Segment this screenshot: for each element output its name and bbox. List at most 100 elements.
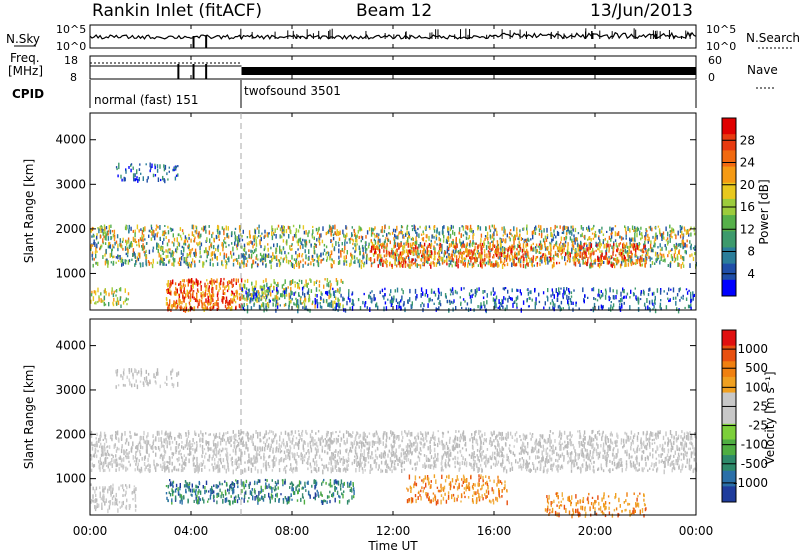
scatter-point <box>458 255 461 259</box>
scatter-point <box>327 251 330 257</box>
scatter-point <box>680 226 683 231</box>
scatter-point <box>258 224 260 229</box>
scatter-point <box>381 288 384 293</box>
scatter-point <box>473 248 475 252</box>
scatter-point <box>352 299 354 305</box>
scatter-point <box>487 260 489 265</box>
scatter-point <box>440 244 442 248</box>
scatter-point <box>350 252 352 257</box>
scatter-point <box>99 234 102 239</box>
scatter-point <box>256 290 258 294</box>
scatter-point <box>621 304 623 309</box>
scatter-point <box>447 447 450 450</box>
scatter-point <box>496 260 498 264</box>
scatter-point <box>211 251 213 256</box>
scatter-point <box>652 302 654 306</box>
scatter-point <box>623 254 625 260</box>
scatter-point <box>393 242 396 247</box>
scatter-point <box>171 254 174 257</box>
scatter-point <box>92 296 95 302</box>
scatter-point <box>154 233 156 237</box>
scatter-point <box>476 439 478 444</box>
scatter-point <box>446 248 449 254</box>
scatter-point <box>232 246 234 252</box>
scatter-point <box>307 290 309 295</box>
scatter-point <box>519 233 521 237</box>
scatter-point <box>335 241 337 246</box>
scatter-point <box>496 248 498 252</box>
colorbar-swatch <box>722 215 736 232</box>
scatter-point <box>316 279 318 282</box>
scatter-point <box>491 240 493 243</box>
scatter-point <box>665 305 668 310</box>
scatter-point <box>176 288 178 294</box>
scatter-point <box>322 439 324 443</box>
scatter-point <box>581 448 583 452</box>
scatter-point <box>501 252 503 257</box>
scatter-point <box>418 255 420 259</box>
scatter-point <box>688 458 691 463</box>
scatter-point <box>135 463 137 466</box>
scatter-point <box>187 295 190 299</box>
scatter-point <box>393 239 396 243</box>
scatter-point <box>543 306 545 310</box>
scatter-point <box>357 298 360 302</box>
scatter-point <box>197 290 200 293</box>
scatter-point <box>183 287 185 292</box>
scatter-point <box>497 262 499 265</box>
scatter-point <box>304 307 306 311</box>
scatter-point <box>404 261 407 267</box>
scatter-point <box>200 255 202 259</box>
scatter-point <box>469 228 471 233</box>
scatter-point <box>594 261 596 265</box>
scatter-point <box>398 301 401 306</box>
scatter-point <box>576 257 578 262</box>
scatter-point <box>307 257 310 261</box>
scatter-point <box>584 253 586 258</box>
scatter-point <box>680 263 682 269</box>
scatter-point <box>559 247 561 253</box>
scatter-point <box>204 292 206 297</box>
scatter-point <box>441 256 443 262</box>
scatter-point <box>546 455 548 461</box>
scatter-point <box>518 250 520 255</box>
scatter-point <box>677 308 680 314</box>
scatter-point <box>373 254 375 257</box>
scatter-point <box>620 260 623 266</box>
scatter-point <box>183 466 186 470</box>
scatter-point <box>266 254 269 258</box>
scatter-point <box>97 287 99 293</box>
scatter-point <box>115 459 117 464</box>
scatter-point <box>166 289 168 294</box>
scatter-point <box>380 468 382 474</box>
scatter-point <box>619 235 621 239</box>
scatter-point <box>516 231 518 234</box>
scatter-point <box>486 448 489 451</box>
scatter-point <box>255 247 257 252</box>
scatter-point <box>619 242 622 245</box>
scatter-point <box>279 262 282 266</box>
scatter-point <box>386 243 388 248</box>
scatter-point <box>645 256 648 261</box>
scatter-point <box>605 254 607 260</box>
scatter-point <box>290 290 292 296</box>
scatter-point <box>134 229 136 234</box>
scatter-point <box>343 233 345 237</box>
scatter-point <box>504 255 506 260</box>
scatter-point <box>95 261 97 265</box>
scatter-point <box>402 290 404 295</box>
scatter-point <box>690 232 692 237</box>
scatter-point <box>563 243 566 247</box>
scatter-point <box>408 258 411 262</box>
scatter-point <box>381 226 383 230</box>
scatter-point <box>679 228 682 233</box>
scatter-point <box>449 227 451 232</box>
scatter-point <box>284 302 287 307</box>
scatter-point <box>525 257 528 262</box>
scatter-point <box>391 303 393 306</box>
scatter-point <box>548 306 551 310</box>
scatter-point <box>541 450 543 456</box>
scatter-point <box>507 250 509 254</box>
scatter-point <box>662 233 664 237</box>
scatter-point <box>244 255 246 260</box>
